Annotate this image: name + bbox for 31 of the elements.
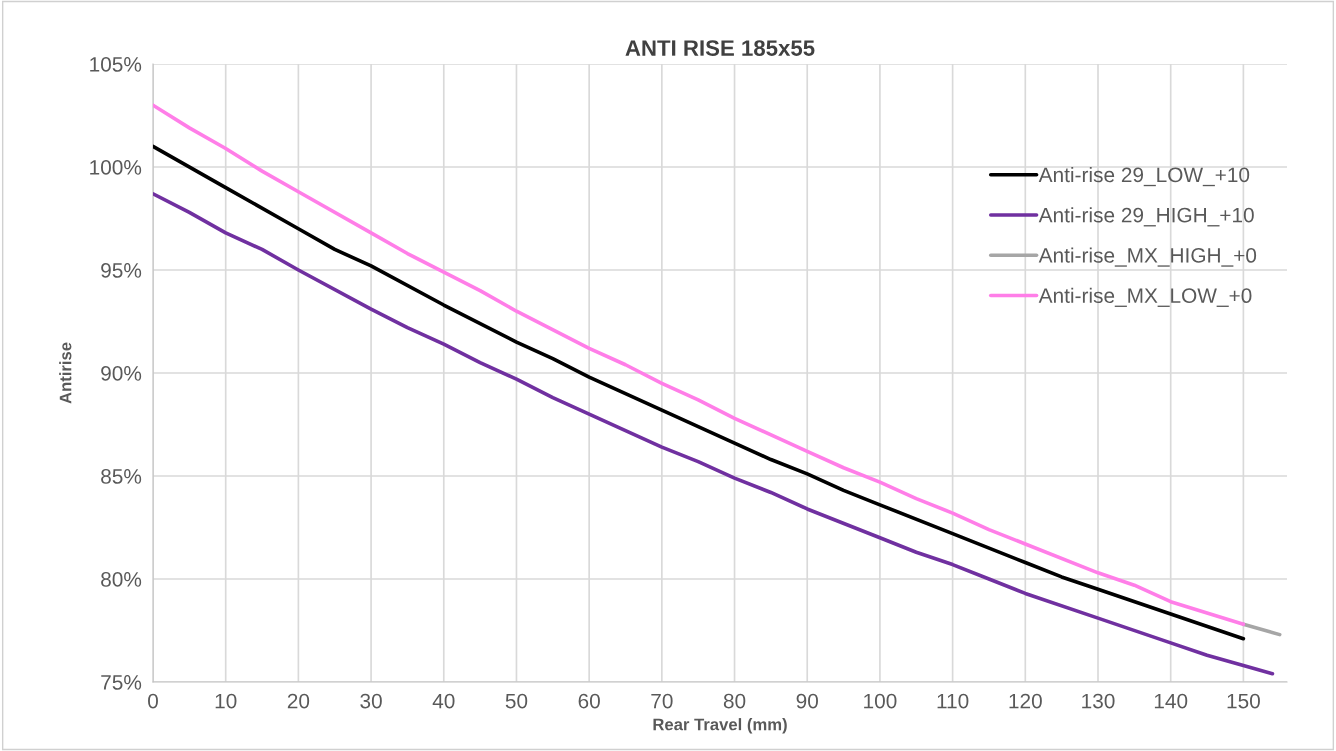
x-tick-label: 130 xyxy=(1082,693,1115,709)
x-tick-label: 30 xyxy=(360,693,382,709)
chart-title: ANTI RISE 185x55 xyxy=(625,40,815,56)
line-series xyxy=(153,191,1275,676)
y-tick-label: 75% xyxy=(101,675,142,690)
x-tick-label: 100 xyxy=(864,693,897,709)
y-tick-label: 100% xyxy=(90,160,142,175)
x-tick-label: 50 xyxy=(505,693,528,709)
y-tick-label: 105% xyxy=(90,57,142,72)
y-axis-title: Antirise xyxy=(59,342,72,404)
y-tick-label: 95% xyxy=(101,263,142,278)
legend-label: Anti-rise_MX_LOW_+0 xyxy=(1038,287,1252,307)
x-tick-label: 10 xyxy=(215,693,237,709)
legend-label: Anti-rise 29_LOW_+10 xyxy=(1038,166,1250,187)
x-tick-label: 0 xyxy=(148,693,158,709)
x-tick-label: 110 xyxy=(937,693,969,709)
y-tick-label: 90% xyxy=(101,366,142,381)
x-tick-label: 140 xyxy=(1154,693,1188,709)
x-tick-label: 90 xyxy=(796,693,818,709)
x-tick-label: 120 xyxy=(1009,693,1042,709)
legend-label: Anti-rise 29_HIGH_+10 xyxy=(1038,207,1254,227)
x-tick-label: 80 xyxy=(723,693,746,709)
x-tick-label: 70 xyxy=(651,693,673,709)
x-tick-label: 40 xyxy=(432,693,455,709)
x-tick-label: 150 xyxy=(1227,693,1260,709)
y-tick-label: 85% xyxy=(101,469,142,484)
x-tick-label: 60 xyxy=(578,693,600,709)
x-tick-label: 20 xyxy=(287,693,310,709)
legend-label: Anti-rise_MX_HIGH_+0 xyxy=(1038,247,1257,267)
y-tick-label: 80% xyxy=(101,572,142,587)
x-axis-title: Rear Travel (mm) xyxy=(653,718,787,734)
